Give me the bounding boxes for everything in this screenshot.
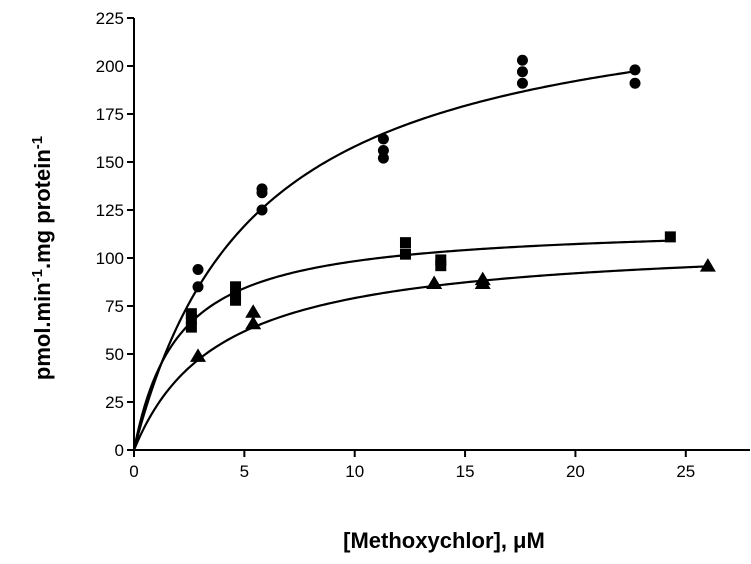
square-point — [230, 294, 242, 306]
triangle-point — [245, 304, 262, 318]
triangle-point — [426, 275, 443, 289]
square-point — [185, 308, 197, 320]
x-tick-label: 20 — [566, 462, 585, 481]
y-tick-label: 175 — [96, 105, 124, 124]
x-ticks: 0 5 10 15 20 25 — [129, 450, 695, 481]
square-point — [664, 231, 676, 243]
y-tick-label: 0 — [115, 441, 124, 460]
x-tick-label: 5 — [240, 462, 249, 481]
x-axis-label: [Methoxychlor], μM — [343, 528, 545, 553]
y-axis-label-superscript: -1 — [29, 136, 46, 149]
circle-point — [377, 144, 389, 156]
circle-point — [516, 66, 528, 78]
circle-point — [516, 77, 528, 89]
x-tick-label: 25 — [676, 462, 695, 481]
circle-point — [192, 281, 204, 293]
square-point — [185, 321, 197, 333]
circle-point — [377, 133, 389, 145]
square-point — [185, 313, 197, 325]
x-tick-label: 10 — [345, 462, 364, 481]
square-point — [435, 254, 447, 266]
y-tick-label: 75 — [105, 297, 124, 316]
triangle-point — [190, 348, 207, 362]
data-points — [185, 54, 716, 362]
fit-curves — [132, 70, 708, 451]
axes — [133, 18, 750, 451]
circle-point — [256, 204, 268, 216]
square-point — [230, 287, 242, 299]
y-axis-label-part: pmol.min — [30, 282, 55, 380]
y-axis-label-part: .mg protein — [30, 149, 55, 269]
circle-point — [256, 187, 268, 199]
circle-point — [377, 152, 389, 164]
y-tick-label: 25 — [105, 393, 124, 412]
fit-curve-series-3 — [132, 265, 708, 451]
y-tick-label: 200 — [96, 57, 124, 76]
triangle-point — [699, 258, 716, 272]
square-point — [230, 281, 242, 293]
y-axis-label-superscript: -1 — [29, 269, 46, 282]
y-ticks: 0 25 50 75 100 125 150 175 200 225 — [96, 9, 134, 460]
fit-curve-series-1 — [132, 70, 636, 451]
circle-point — [192, 264, 204, 276]
y-axis-label: pmol.min-1.mg protein-1 — [29, 136, 56, 380]
y-tick-label: 150 — [96, 153, 124, 172]
triangle-point — [245, 315, 262, 330]
y-tick-label: 100 — [96, 249, 124, 268]
y-tick-label: 225 — [96, 9, 124, 28]
x-tick-label: 0 — [129, 462, 138, 481]
x-tick-label: 15 — [456, 462, 475, 481]
square-point — [435, 260, 447, 272]
circle-point — [516, 54, 528, 66]
circle-point — [629, 64, 641, 76]
triangle-point — [474, 275, 491, 289]
y-tick-label: 50 — [105, 345, 124, 364]
square-point — [399, 237, 411, 249]
circle-point — [629, 77, 641, 89]
square-point — [399, 248, 411, 260]
y-tick-label: 125 — [96, 201, 124, 220]
